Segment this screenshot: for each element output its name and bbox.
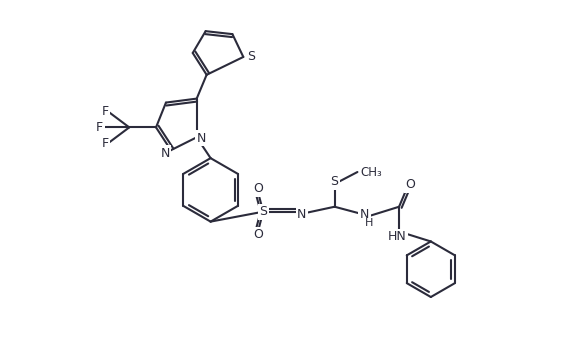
Text: F: F (102, 137, 109, 150)
Text: N: N (160, 147, 170, 160)
Text: F: F (96, 121, 103, 134)
Text: O: O (405, 178, 415, 191)
Text: S: S (331, 176, 339, 188)
Text: O: O (253, 183, 263, 195)
Text: F: F (102, 105, 109, 118)
Text: N: N (197, 132, 206, 145)
Text: CH₃: CH₃ (360, 165, 382, 179)
Text: HN: HN (388, 230, 407, 243)
Text: N: N (360, 208, 369, 221)
Text: N: N (297, 208, 307, 221)
Text: S: S (247, 51, 255, 64)
Text: H: H (365, 218, 374, 228)
Text: S: S (259, 205, 267, 218)
Text: O: O (253, 228, 263, 241)
